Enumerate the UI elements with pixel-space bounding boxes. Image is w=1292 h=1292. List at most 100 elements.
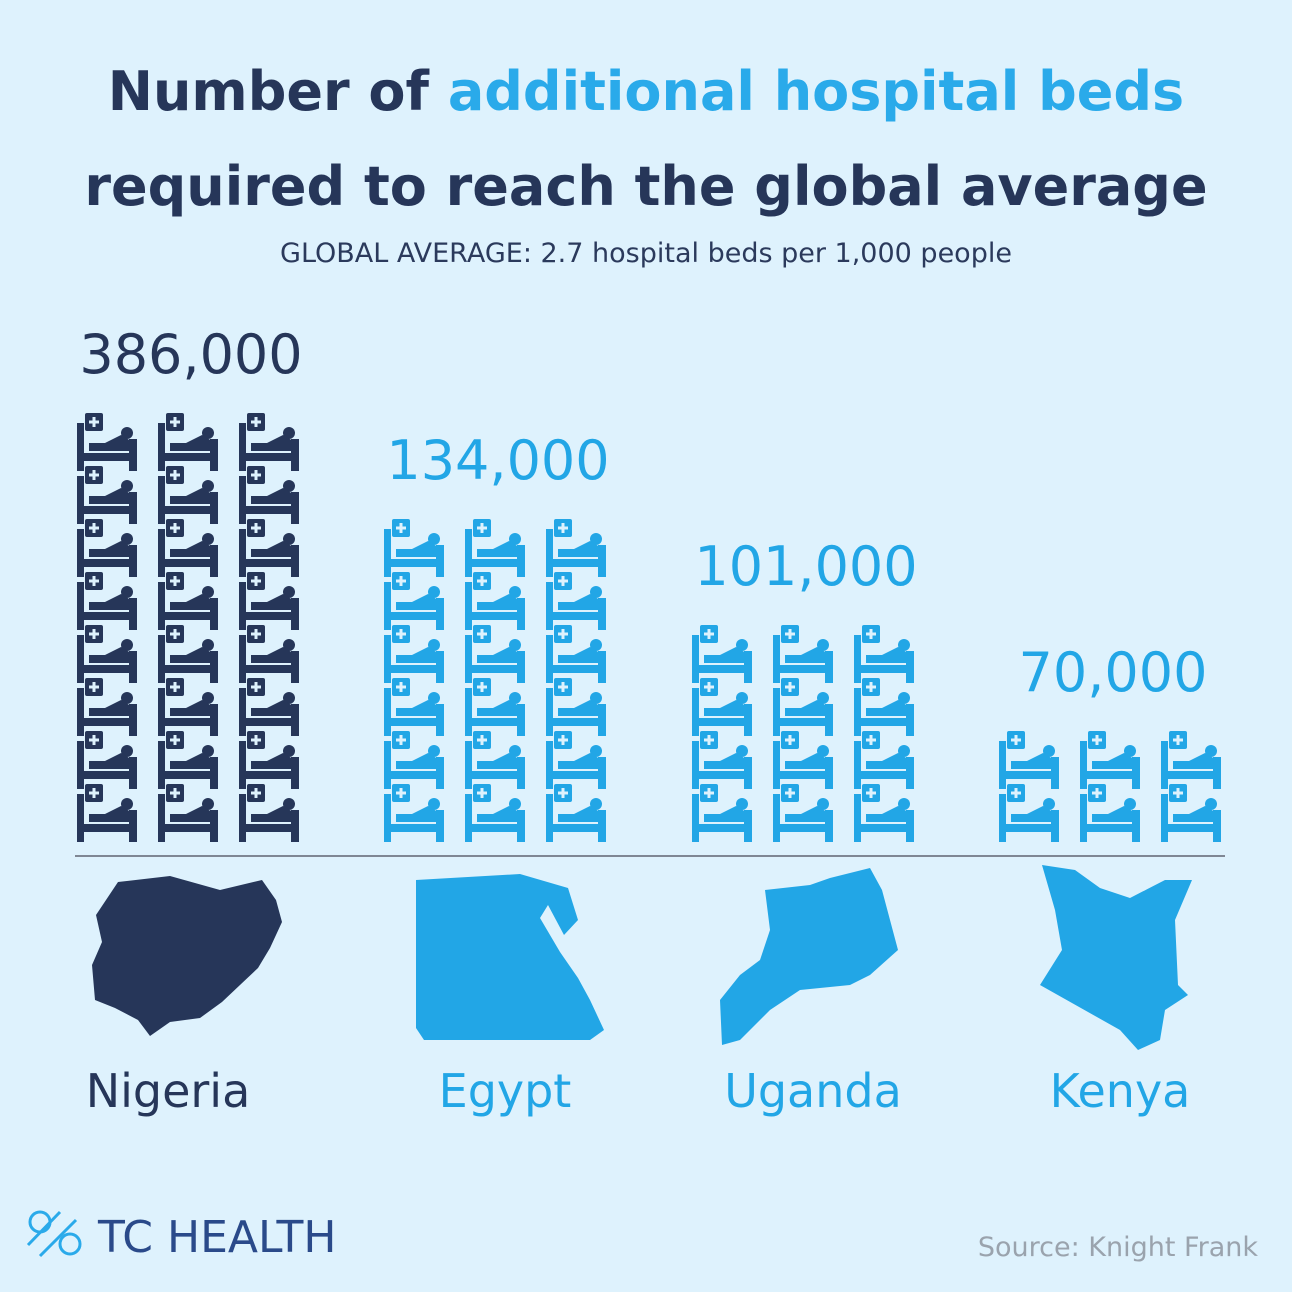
- bed-icon: [854, 784, 914, 842]
- icon-part: [170, 523, 180, 533]
- icon-part: [129, 810, 137, 842]
- bed-icon: [546, 784, 606, 842]
- icon-part: [472, 612, 525, 620]
- map-egypt: [416, 874, 604, 1040]
- icon-part: [553, 559, 606, 567]
- icon-part: [251, 435, 297, 451]
- bed-icon: [546, 731, 606, 789]
- icon-part: [866, 735, 876, 745]
- icon-part: [202, 692, 214, 704]
- icon-part: [1043, 798, 1055, 810]
- icon-part: [477, 594, 523, 610]
- icon-part: [785, 682, 795, 692]
- icon-part: [465, 529, 472, 577]
- icon-part: [546, 688, 553, 736]
- bed-icon: [77, 784, 137, 842]
- icon-part: [129, 651, 137, 683]
- bed-icon: [239, 731, 299, 789]
- bed-icon: [465, 625, 525, 683]
- icon-part: [89, 488, 135, 504]
- bed-icon: [384, 678, 444, 736]
- icon-part: [170, 700, 216, 716]
- bed-icon: [692, 731, 752, 789]
- icon-part: [477, 541, 523, 557]
- icon-part: [84, 559, 137, 567]
- icon-part: [239, 794, 246, 842]
- icon-part: [477, 806, 523, 822]
- icon-part: [1011, 806, 1057, 822]
- icon-part: [999, 741, 1006, 789]
- icon-part: [825, 651, 833, 683]
- icon-part: [1205, 745, 1217, 757]
- icon-part: [246, 612, 299, 620]
- icon-part: [1006, 771, 1059, 779]
- icon-part: [1092, 806, 1138, 822]
- bed-icon: [1161, 784, 1221, 842]
- icon-part: [744, 704, 752, 736]
- icon-part: [906, 704, 914, 736]
- icon-part: [251, 594, 297, 610]
- icon-part: [817, 745, 829, 757]
- icon-part: [785, 629, 795, 639]
- icon-part: [854, 741, 861, 789]
- bed-icon: [854, 678, 914, 736]
- icon-part: [866, 629, 876, 639]
- icon-part: [509, 639, 521, 651]
- icon-part: [898, 692, 910, 704]
- icon-part: [472, 665, 525, 673]
- bed-icon: [239, 784, 299, 842]
- icon-part: [89, 541, 135, 557]
- icon-part: [692, 794, 699, 842]
- icon-part: [465, 741, 472, 789]
- bed-icon: [465, 572, 525, 630]
- icon-part: [239, 582, 246, 630]
- bed-icon: [77, 625, 137, 683]
- icon-part: [1006, 824, 1059, 832]
- bed-icon: [77, 572, 137, 630]
- icon-part: [89, 594, 135, 610]
- icon-part: [854, 794, 861, 842]
- bed-icon: [384, 519, 444, 577]
- icon-part: [773, 635, 780, 683]
- icon-part: [202, 745, 214, 757]
- icon-part: [546, 582, 553, 630]
- icon-part: [553, 665, 606, 673]
- bed-icon: [465, 519, 525, 577]
- bed-icon: [239, 466, 299, 524]
- icon-part: [861, 665, 914, 673]
- icon-part: [84, 718, 137, 726]
- icon-part: [158, 423, 165, 471]
- icon-part: [396, 806, 442, 822]
- icon-part: [165, 559, 218, 567]
- icon-part: [1213, 757, 1221, 789]
- icon-part: [246, 453, 299, 461]
- icon-part: [283, 586, 295, 598]
- icon-part: [396, 629, 406, 639]
- icon-part: [77, 688, 84, 736]
- icon-part: [736, 692, 748, 704]
- icon-part: [170, 788, 180, 798]
- icon-part: [384, 582, 391, 630]
- bed-icon: [773, 731, 833, 789]
- icon-part: [396, 523, 406, 533]
- icon-part: [384, 688, 391, 736]
- icon-part: [121, 745, 133, 757]
- bed-icon: [158, 784, 218, 842]
- icon-part: [239, 423, 246, 471]
- icon-part: [598, 704, 606, 736]
- icon-part: [477, 647, 523, 663]
- icon-part: [558, 594, 604, 610]
- icon-part: [436, 651, 444, 683]
- icon-part: [436, 704, 444, 736]
- icon-part: [699, 824, 752, 832]
- icon-part: [558, 788, 568, 798]
- icon-part: [546, 635, 553, 683]
- icon-part: [291, 651, 299, 683]
- icon-part: [246, 559, 299, 567]
- icon-part: [251, 417, 261, 427]
- icon-part: [744, 810, 752, 842]
- icon-part: [1161, 741, 1168, 789]
- icon-part: [546, 529, 553, 577]
- icon-part: [396, 735, 406, 745]
- category-label: Kenya: [1050, 1064, 1191, 1118]
